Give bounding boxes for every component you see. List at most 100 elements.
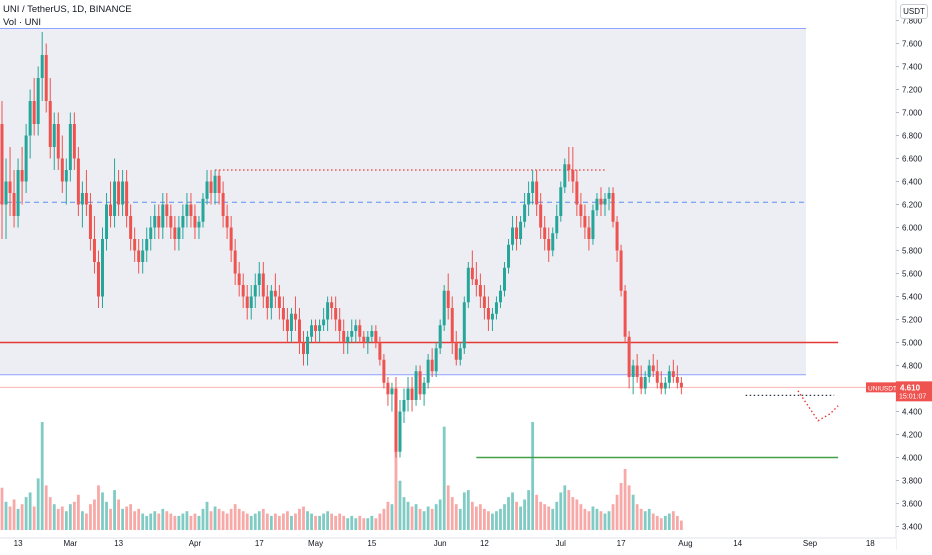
candle-body (105, 204, 109, 239)
volume-bar (201, 508, 205, 530)
candle-body (478, 285, 482, 297)
volume-bar (406, 501, 410, 530)
volume-bar (675, 515, 679, 530)
candle-body (394, 388, 398, 452)
time-tick-label: 13 (14, 539, 23, 548)
volume-bar (213, 506, 217, 530)
volume-bar (583, 508, 587, 530)
volume-bar (663, 515, 667, 530)
candle-body (302, 342, 305, 354)
candle-body (189, 204, 193, 216)
volume-bar (555, 501, 559, 530)
candle-body (221, 193, 225, 216)
volume-bar (487, 511, 490, 530)
candle-body (113, 181, 117, 216)
currency-badge[interactable]: USDT (900, 4, 928, 19)
candle-body (209, 181, 213, 193)
candle-body (671, 371, 675, 377)
candle-body (418, 371, 422, 395)
candle-body (261, 273, 265, 297)
volume-bar (137, 508, 141, 530)
candle-body (543, 227, 547, 239)
volume-bar (97, 485, 100, 530)
volume-bar (394, 429, 398, 530)
volume-bar (491, 513, 494, 530)
candle-body (511, 227, 515, 245)
time-tick-label: May (308, 539, 323, 548)
volume-bar (655, 515, 659, 530)
volume-bar (44, 485, 48, 530)
volume-bar (619, 483, 623, 530)
candle-body (257, 273, 261, 285)
volume-bar (342, 515, 346, 530)
volume-bar (535, 494, 539, 530)
volume-bar (611, 504, 615, 530)
volume-bar (322, 513, 325, 530)
volume-bar (539, 501, 543, 530)
candle-body (523, 204, 527, 222)
candle-body (342, 331, 346, 343)
candle-body (92, 239, 96, 262)
volume-bar (60, 506, 64, 530)
last-price-badge (896, 381, 932, 402)
volume-bar (257, 511, 261, 530)
candle-body (498, 290, 502, 303)
volume-bar (261, 508, 265, 530)
price-tick-label: 5.000 (902, 339, 923, 348)
volume-bar (643, 511, 647, 530)
price-tick-label: 7.800 (902, 17, 923, 26)
volume-bar (153, 511, 157, 530)
candle-body (675, 377, 679, 383)
volume-bar (89, 504, 92, 530)
price-tick-label: 5.200 (902, 316, 923, 325)
candle-body (442, 290, 446, 326)
candle-body (490, 313, 494, 320)
volume-bar (149, 513, 153, 530)
volume-bar (56, 508, 60, 530)
candle-body (535, 181, 539, 205)
candle-body (181, 216, 185, 228)
candle-body (137, 250, 141, 262)
candle-body (486, 308, 490, 320)
volume-bar (366, 518, 370, 530)
price-tick-label: 6.000 (902, 224, 923, 233)
candle-body (494, 302, 498, 314)
volume-bar (249, 515, 253, 530)
candle-body (515, 227, 519, 239)
volume-bar (273, 513, 277, 530)
volume-bar (595, 508, 599, 530)
candle-body (374, 331, 378, 343)
volume-bar (209, 511, 213, 530)
volume-bar (615, 494, 619, 530)
candle-body (213, 175, 217, 193)
symbol-title: UNI / TetherUS, 1D, BINANCE (3, 4, 132, 15)
volume-bar (531, 422, 535, 530)
volume-bar (125, 506, 129, 530)
volume-bar (470, 501, 474, 530)
volume-bar (474, 506, 478, 530)
volume-bar (217, 508, 221, 530)
candle-body (36, 78, 40, 124)
candle-body (446, 290, 450, 308)
candle-body (462, 302, 466, 349)
candle-body (40, 55, 44, 78)
volume-bar (362, 518, 366, 530)
candle-body (406, 388, 410, 400)
volume-bar (515, 501, 518, 530)
candle-body (667, 371, 671, 383)
candle-body (647, 365, 651, 377)
volume-bar (635, 504, 639, 530)
volume-bar (659, 518, 663, 530)
volume-bar (671, 511, 675, 530)
volume-bar (241, 511, 245, 530)
candle-body (466, 267, 470, 303)
candle-body (346, 336, 350, 343)
volume-bar (418, 508, 422, 530)
candle-body (655, 371, 659, 383)
candle-body (563, 164, 567, 188)
price-axis: 7.800 7.600 7.400 7.200 7.000 6.800 6.600 6.400… (896, 17, 923, 532)
volume-bar (173, 515, 177, 530)
volume-bar (426, 506, 430, 530)
